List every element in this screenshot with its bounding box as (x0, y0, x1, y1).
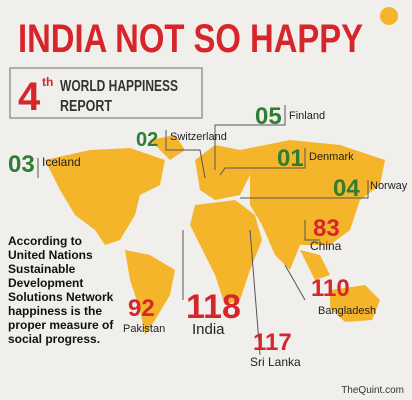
note-line: Solutions Network (8, 290, 114, 304)
note-line: Development (8, 276, 83, 290)
world-map (45, 135, 385, 335)
title: INDIA NOT SO HAPPY (18, 17, 363, 61)
edition: 4 (18, 75, 41, 119)
rank-number: 83 (313, 215, 340, 242)
note-line: social progress. (8, 332, 100, 346)
country-label: Bangladesh (318, 305, 376, 317)
rank-number: 117 (253, 329, 292, 356)
rank-number: 04 (333, 175, 360, 202)
report-box (9, 67, 203, 119)
rank-number: 92 (128, 295, 155, 322)
country-label: Denmark (309, 151, 354, 163)
note-line: Sustainable (8, 262, 76, 276)
edition-suffix: th (42, 75, 53, 89)
country-label: Sri Lanka (250, 355, 301, 369)
note-line: happiness is the (8, 304, 102, 318)
country-label: Norway (370, 180, 408, 192)
note-line: United Nations (8, 248, 93, 262)
country-label: Iceland (42, 155, 81, 169)
country-label: China (310, 239, 342, 253)
report-line: WORLD HAPPINESS (60, 78, 178, 95)
note-line: According to (8, 234, 82, 248)
rank-number: 01 (277, 145, 304, 172)
note-line: proper measure of (8, 318, 114, 332)
rank-number: 118 (186, 288, 241, 326)
country-label: Finland (289, 110, 325, 122)
country-label: Switzerland (170, 131, 227, 143)
rank-number: 05 (255, 103, 282, 130)
rank-number: 02 (136, 129, 158, 151)
logo (380, 7, 398, 25)
report-line: REPORT (60, 98, 112, 115)
leader-lines (37, 105, 369, 356)
country-label: Pakistan (123, 323, 165, 335)
country-label: India (192, 321, 225, 338)
rank-number: 110 (311, 275, 350, 302)
rank-number: 03 (8, 151, 35, 178)
source: TheQuint.com (341, 385, 404, 396)
